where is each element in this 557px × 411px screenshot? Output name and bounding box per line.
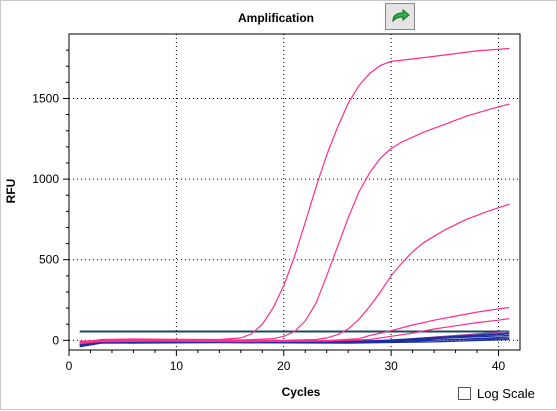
checkbox-box[interactable] bbox=[458, 387, 471, 400]
series-line bbox=[79, 318, 510, 343]
x-tick-label: 0 bbox=[66, 359, 73, 373]
log-scale-checkbox[interactable]: Log Scale bbox=[458, 386, 535, 401]
log-scale-label: Log Scale bbox=[477, 386, 535, 401]
series-line bbox=[79, 307, 510, 342]
series-line bbox=[79, 338, 510, 348]
y-tick-label: 0 bbox=[52, 333, 59, 347]
plot-frame bbox=[68, 33, 521, 351]
x-tick-label: 20 bbox=[277, 359, 291, 373]
x-tick-label: 10 bbox=[170, 359, 184, 373]
y-axis-title: RFU bbox=[4, 179, 18, 204]
y-tick-label: 1000 bbox=[32, 172, 59, 186]
y-tick-label: 500 bbox=[39, 253, 59, 267]
series-line bbox=[79, 203, 510, 345]
axes: 0 10 20 30 40 0 500 1000 1500 bbox=[32, 33, 521, 373]
x-tick-label: 30 bbox=[384, 359, 398, 373]
chart-title: Amplification bbox=[237, 11, 314, 25]
green-curved-arrow-icon bbox=[392, 8, 410, 22]
x-axis-title: Cycles bbox=[282, 385, 321, 399]
y-tick-label: 1500 bbox=[32, 91, 59, 105]
export-button[interactable] bbox=[385, 3, 415, 30]
series-group bbox=[79, 47, 510, 348]
x-tick-label: 40 bbox=[492, 359, 506, 373]
plot-area bbox=[69, 34, 520, 350]
grid bbox=[69, 34, 520, 350]
